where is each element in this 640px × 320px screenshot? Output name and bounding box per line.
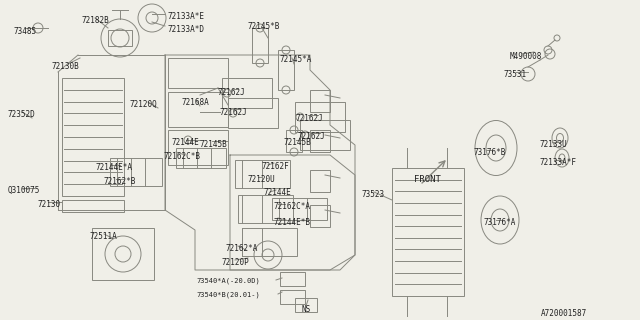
Bar [168,58,228,88]
Text: 72144E: 72144E [172,138,200,147]
Text: M490008: M490008 [510,52,542,61]
Text: A720001587: A720001587 [541,309,588,318]
Text: 72511A: 72511A [90,232,118,241]
Text: 72144E*A: 72144E*A [96,163,133,172]
Text: 72162J: 72162J [296,114,324,123]
Bar [310,170,330,192]
Bar [168,92,228,127]
Text: NS: NS [302,305,311,314]
Text: 72120P: 72120P [222,258,250,267]
Bar [295,298,317,312]
Bar [310,130,330,152]
Text: 72162*B: 72162*B [104,177,136,186]
Bar [242,228,297,256]
Text: 72130: 72130 [38,200,61,209]
Bar [300,120,350,150]
Text: 73540*A(-20.0D): 73540*A(-20.0D) [196,278,260,284]
Bar [222,78,272,108]
Text: 72182B: 72182B [82,16,109,25]
Text: 72144E*B: 72144E*B [274,218,311,227]
Text: 72120U: 72120U [248,175,276,184]
Text: 72133U: 72133U [540,140,568,149]
Text: 72133A*E: 72133A*E [168,12,205,21]
Text: 72162*A: 72162*A [226,244,259,253]
Bar [286,130,302,152]
Text: 72162C*B: 72162C*B [164,152,201,161]
Bar [252,28,268,63]
Text: 73485: 73485 [14,27,37,36]
Text: 72352D: 72352D [8,110,36,119]
Text: 72145*A: 72145*A [280,55,312,64]
Bar [92,228,154,280]
Text: 72168A: 72168A [182,98,210,107]
Text: 73531: 73531 [504,70,527,79]
Bar [310,90,330,112]
Text: 72162J: 72162J [298,132,326,141]
Text: 72162J: 72162J [218,88,246,97]
Text: 72145*B: 72145*B [248,22,280,31]
Bar [62,78,124,196]
Text: 73523: 73523 [362,190,385,199]
Bar [238,195,293,223]
Text: 73176*B: 73176*B [474,148,506,157]
Bar [228,98,278,128]
Bar [168,130,228,165]
Bar [280,290,305,304]
Bar [110,158,162,186]
Text: 73176*A: 73176*A [484,218,516,227]
Bar [62,200,124,212]
Text: 72133A*D: 72133A*D [168,25,205,34]
Bar [108,30,132,46]
Text: 72162C*A: 72162C*A [274,202,311,211]
Bar [176,148,226,168]
Text: 72130B: 72130B [52,62,80,71]
Text: 72144E: 72144E [264,188,292,197]
Text: 72162F: 72162F [262,162,290,171]
Bar [295,102,345,132]
Text: FRONT: FRONT [414,175,441,184]
Bar [392,168,464,296]
Bar [280,272,305,286]
Text: Q310075: Q310075 [8,186,40,195]
Text: 72162J: 72162J [220,108,248,117]
Text: 72145B: 72145B [284,138,312,147]
Text: 72145B: 72145B [200,140,228,149]
Bar [278,50,294,90]
Bar [272,198,327,220]
Bar [310,205,330,227]
Text: 72133A*F: 72133A*F [540,158,577,167]
Text: 73540*B(20.01-): 73540*B(20.01-) [196,292,260,299]
Bar [235,160,290,188]
Text: 72120Q: 72120Q [130,100,157,109]
